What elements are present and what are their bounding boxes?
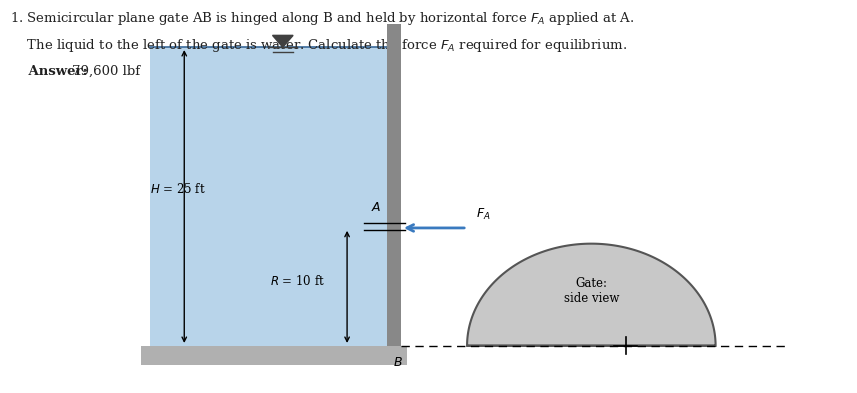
Polygon shape: [467, 244, 716, 346]
Text: 79,600 lbf: 79,600 lbf: [72, 65, 140, 78]
Bar: [141, 346, 407, 365]
Text: $F_A$: $F_A$: [476, 207, 490, 222]
Text: $B$: $B$: [393, 356, 403, 369]
Text: $A$: $A$: [371, 201, 381, 214]
Polygon shape: [273, 35, 293, 47]
Bar: [150, 47, 390, 346]
Text: Answer:: Answer:: [10, 65, 93, 78]
Bar: [387, 24, 401, 346]
Text: Gate:
side view: Gate: side view: [564, 277, 619, 305]
Text: $R$ = 10 ft: $R$ = 10 ft: [270, 274, 325, 288]
Text: The liquid to the left of the gate is water. Calculate the force $F_A$ required : The liquid to the left of the gate is wa…: [10, 37, 627, 54]
Text: 1. Semicircular plane gate AB is hinged along B and held by horizontal force $F_: 1. Semicircular plane gate AB is hinged …: [10, 10, 635, 27]
Text: $H$ = 25 ft: $H$ = 25 ft: [150, 182, 206, 196]
